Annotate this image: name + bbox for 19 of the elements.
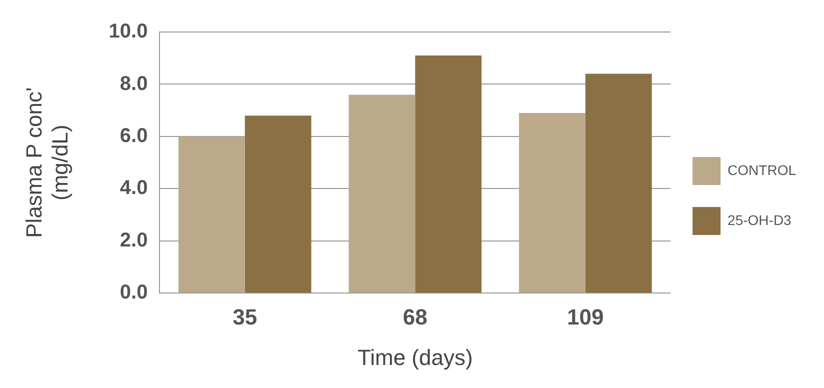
y-axis-title: Plasma P conc' (mg/dL) — [21, 87, 73, 238]
bar — [244, 116, 312, 293]
y-tick-label: 8.0 — [120, 72, 148, 95]
bar — [519, 112, 586, 293]
x-tick-label: 68 — [402, 304, 428, 330]
bar — [585, 74, 652, 293]
legend-label: 25-OH-D3 — [728, 212, 792, 228]
bar — [348, 94, 416, 293]
y-tick-label: 6.0 — [120, 124, 148, 147]
y-tick-label: 10.0 — [108, 20, 148, 43]
y-tick-label: 4.0 — [120, 177, 148, 200]
legend-label: CONTROL — [728, 162, 796, 178]
y-tick-label: 2.0 — [120, 229, 148, 252]
bar — [178, 136, 245, 293]
bar — [415, 56, 482, 293]
x-tick-label: 35 — [232, 304, 258, 330]
y-tick-label: 0.0 — [120, 282, 148, 304]
x-tick-label: 109 — [567, 304, 604, 330]
x-axis-title: Time (days) — [357, 344, 473, 370]
